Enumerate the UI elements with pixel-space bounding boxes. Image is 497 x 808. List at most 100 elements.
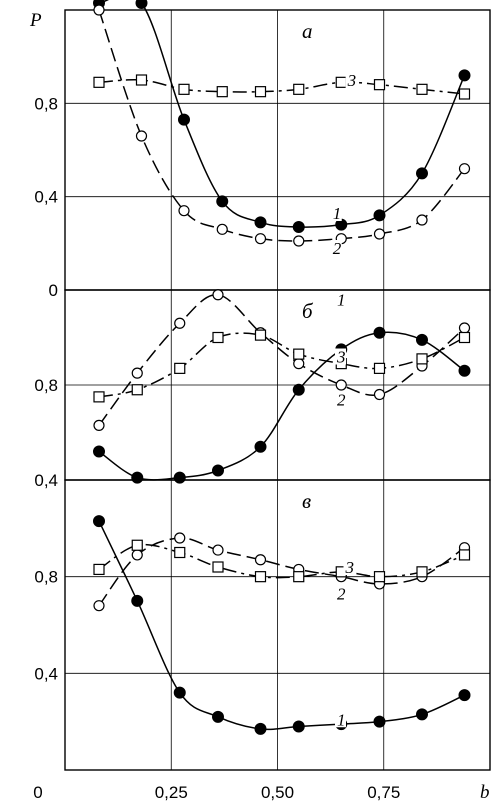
series-2-point bbox=[416, 214, 428, 226]
series-1-point bbox=[254, 216, 267, 229]
series-label-backing bbox=[345, 72, 357, 88]
series-1-point bbox=[178, 113, 190, 126]
series-3-point bbox=[254, 329, 267, 341]
series-2-point bbox=[254, 233, 267, 245]
series-label-backing bbox=[343, 559, 355, 575]
series-2-point bbox=[254, 554, 267, 566]
x-tick-label: 0,50 bbox=[261, 783, 294, 802]
y-axis-label: P bbox=[29, 10, 42, 31]
series-1-point bbox=[416, 708, 428, 721]
series-2-line bbox=[98, 293, 465, 426]
series-3-point bbox=[373, 362, 386, 374]
series-3-point bbox=[131, 384, 143, 396]
series-label-backing bbox=[335, 348, 346, 365]
series-1-point bbox=[458, 364, 471, 377]
series-3-point bbox=[416, 566, 428, 578]
series-2-point bbox=[335, 379, 347, 391]
series-1-point bbox=[458, 69, 471, 82]
series-1-point bbox=[373, 209, 386, 222]
series-1-point bbox=[254, 722, 267, 735]
series-2-point bbox=[135, 130, 148, 142]
series-label-backing bbox=[335, 291, 346, 308]
x-tick-label: 0,25 bbox=[155, 783, 188, 802]
x-tick-label: 0 bbox=[33, 783, 42, 802]
y-tick-label: 0,8 bbox=[34, 376, 58, 395]
panel-frame bbox=[64, 479, 491, 771]
series-2-label: 2 bbox=[333, 239, 342, 258]
series-label-backing bbox=[330, 205, 342, 221]
series-1-point bbox=[254, 440, 267, 453]
series-3-point bbox=[416, 353, 428, 365]
series-2-point bbox=[212, 544, 224, 556]
series-2-label: 2 bbox=[337, 390, 346, 409]
series-1-point bbox=[292, 383, 305, 396]
series-3-point bbox=[458, 331, 471, 344]
series-1-point bbox=[212, 464, 224, 477]
series-3-point bbox=[335, 76, 347, 88]
series-2-point bbox=[93, 4, 105, 16]
series-3-label: 3 bbox=[336, 348, 346, 367]
series-3-line bbox=[98, 543, 465, 579]
series-1-point bbox=[373, 715, 386, 728]
series-3-point bbox=[135, 74, 148, 86]
series-3-point bbox=[212, 561, 224, 573]
series-label-backing bbox=[335, 711, 346, 728]
x-tick-label: 0,75 bbox=[367, 783, 400, 802]
series-3-point bbox=[458, 549, 471, 561]
series-2-point bbox=[174, 532, 186, 544]
y-tick-label: 0,4 bbox=[34, 664, 58, 683]
y-tick-label: 0,8 bbox=[34, 94, 58, 113]
series-2-point bbox=[293, 358, 305, 370]
series-label-backing bbox=[335, 391, 346, 408]
series-3-point bbox=[216, 86, 228, 98]
series-3-point bbox=[93, 391, 105, 403]
series-2-point bbox=[131, 367, 143, 379]
series-3-point bbox=[293, 348, 305, 360]
series-2-point bbox=[174, 317, 186, 329]
series-2-point bbox=[212, 289, 224, 301]
series-1-label: 1 bbox=[337, 291, 346, 310]
series-1-point bbox=[416, 333, 428, 346]
series-1-label: 1 bbox=[333, 204, 342, 223]
series-3-line bbox=[98, 332, 465, 398]
series-1-line bbox=[98, 520, 465, 731]
panel-label: б bbox=[302, 299, 314, 323]
series-1-point bbox=[292, 720, 305, 733]
series-1-point bbox=[216, 195, 229, 208]
series-3-point bbox=[174, 546, 186, 559]
series-2-point bbox=[93, 419, 105, 431]
series-1-point bbox=[93, 445, 105, 458]
series-2-point bbox=[373, 228, 386, 240]
y-tick-label: 0 bbox=[49, 281, 58, 300]
series-1-point bbox=[131, 594, 144, 607]
series-3-point bbox=[212, 331, 224, 344]
series-1-point bbox=[373, 326, 386, 339]
series-3-point bbox=[254, 86, 267, 98]
series-3-point bbox=[373, 571, 386, 583]
series-2-point bbox=[293, 235, 305, 247]
series-3-point bbox=[131, 539, 143, 551]
y-tick-label: 0,8 bbox=[34, 568, 58, 587]
series-1-point bbox=[135, 0, 148, 9]
series-3-point bbox=[458, 88, 471, 100]
panel-label: a bbox=[302, 19, 313, 43]
series-2-point bbox=[216, 223, 228, 235]
series-label-backing bbox=[330, 240, 342, 256]
y-tick-label: 0,4 bbox=[34, 471, 58, 490]
series-2-point bbox=[458, 163, 471, 175]
series-2-point bbox=[373, 388, 386, 401]
series-1-point bbox=[173, 686, 186, 699]
series-2-point bbox=[178, 205, 190, 217]
series-1-point bbox=[93, 515, 105, 528]
series-3-point bbox=[373, 79, 386, 91]
series-label-backing bbox=[335, 585, 346, 602]
series-2-point bbox=[131, 549, 143, 561]
series-1-line bbox=[98, 331, 465, 481]
series-3-point bbox=[93, 563, 105, 576]
series-3-line bbox=[98, 78, 465, 95]
series-3-point bbox=[293, 571, 305, 583]
series-1-point bbox=[173, 471, 186, 484]
series-1-point bbox=[292, 221, 305, 233]
series-1-point bbox=[458, 689, 471, 702]
